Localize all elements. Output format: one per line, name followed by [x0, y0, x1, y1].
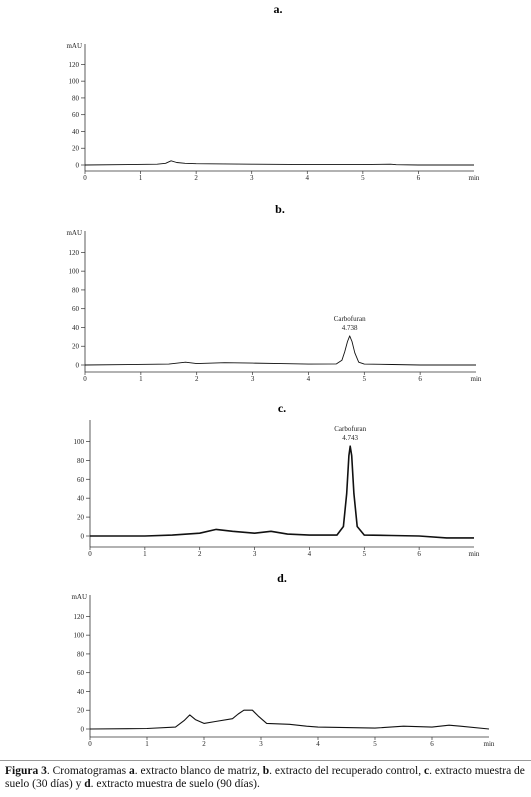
panel-2-x-tick-label-0: 0	[83, 375, 87, 383]
caption-text-4: . extracto muestra de suelo (30 días) y	[5, 765, 525, 790]
panel-4-y-tick-label-100: 100	[74, 632, 85, 640]
panel-4-y-tick-label-0: 0	[81, 726, 85, 734]
panel-2-y-tick-label-60: 60	[72, 305, 80, 313]
caption-text-1: . Cromatogramas	[46, 765, 129, 777]
panel-3-trace-1	[90, 445, 474, 539]
panel-4-x-tick-label-3: 3	[259, 740, 263, 748]
panel-3-x-tick-label-2: 2	[198, 550, 202, 558]
panel-2-x-tick-label-5: 5	[363, 375, 367, 383]
panel-1-x-tick-label-2: 2	[194, 174, 198, 182]
panel-2-y-tick-label-80: 80	[72, 286, 80, 294]
caption-figure-label: Figura 3	[5, 765, 47, 777]
panel-1-x-tick-label-0: 0	[83, 174, 87, 182]
panel-3-x-tick-label-6: 6	[417, 550, 421, 558]
caption-key-c: c	[424, 765, 430, 777]
panel-3-x-unit: min	[469, 550, 480, 558]
panel-4-y-tick-label-20: 20	[77, 707, 85, 715]
panel-1-y-tick-label-60: 60	[72, 111, 80, 119]
panel-2-peak-name-1: Carbofuran	[334, 315, 366, 323]
panel-4-x-tick-label-0: 0	[88, 740, 92, 748]
panel-2-x-tick-label-1: 1	[139, 375, 143, 383]
panel-3-y-tick-label-0: 0	[81, 533, 85, 541]
panel-2-x-tick-label-6: 6	[418, 375, 422, 383]
panel-2-x-unit: min	[471, 375, 482, 383]
panel-4-x-tick-label-1: 1	[145, 740, 149, 748]
panel-1-trace-1	[84, 160, 474, 166]
panel-1-y-tick-label-40: 40	[72, 128, 80, 136]
panel-2-y-tick-label-0: 0	[76, 362, 80, 370]
panel-1-y-tick-label-80: 80	[72, 94, 80, 102]
panel-3-y-tick-label-60: 60	[77, 476, 85, 484]
panel-4-y-tick-label-60: 60	[77, 669, 85, 677]
panel-2-y-tick-label-120: 120	[69, 249, 80, 257]
caption-key-a: a	[128, 765, 135, 777]
panel-2-y-tick-label-40: 40	[72, 324, 80, 332]
panel-2-peak-rt-1: 4.738	[342, 324, 358, 332]
panel-1-y-unit: mAU	[66, 42, 82, 50]
panel-3-y-tick-label-40: 40	[77, 495, 85, 503]
panel-1-y-tick-label-120: 120	[69, 61, 80, 69]
panel-4-title: d.	[277, 571, 287, 585]
caption-key-d: d	[84, 778, 91, 790]
caption-key-b: b	[262, 765, 270, 777]
panel-3-title: c.	[278, 401, 286, 415]
panel-2-trace-1	[84, 335, 476, 366]
panel-1-x-tick-label-4: 4	[306, 174, 310, 182]
panel-2-x-tick-label-4: 4	[307, 375, 311, 383]
panel-2-x-tick-label-2: 2	[195, 375, 199, 383]
panel-4-x-tick-label-2: 2	[202, 740, 206, 748]
panel-3-peak-name-1: Carbofuran	[334, 425, 366, 433]
panel-4-x-tick-label-6: 6	[430, 740, 434, 748]
panel-3-x-tick-label-5: 5	[363, 550, 367, 558]
panel-1-title: a.	[274, 2, 283, 16]
panel-1-x-tick-label-1: 1	[139, 174, 143, 182]
panel-1-y-tick-label-0: 0	[76, 162, 80, 170]
panel-3-y-tick-label-20: 20	[77, 514, 85, 522]
panel-3-y-tick-label-100: 100	[74, 438, 85, 446]
panel-1-y-tick-label-20: 20	[72, 145, 80, 153]
panel-4-x-unit: min	[484, 740, 495, 748]
panel-1-x-tick-label-6: 6	[417, 174, 421, 182]
panel-4-trace-1	[89, 709, 490, 730]
panel-4-y-tick-label-40: 40	[77, 688, 85, 696]
panel-2-y-tick-label-100: 100	[69, 268, 80, 276]
panel-3-x-tick-label-4: 4	[308, 550, 312, 558]
panel-4-x-tick-label-4: 4	[316, 740, 320, 748]
caption-text-5: . extracto muestra de suelo (90 días).	[90, 778, 260, 790]
panel-1-x-unit: min	[469, 174, 480, 182]
figure-caption: Figura 3. Cromatogramas a. extracto blan…	[5, 765, 527, 791]
panel-2-title: b.	[275, 202, 285, 216]
panel-2-y-unit: mAU	[66, 229, 82, 237]
caption-text-2: . extracto blanco de matriz,	[134, 765, 263, 777]
panel-1-x-tick-label-3: 3	[250, 174, 254, 182]
panel-1-y-tick-label-100: 100	[69, 78, 80, 86]
panel-2-y-tick-label-20: 20	[72, 343, 80, 351]
panel-3-peak-rt-1: 4.743	[342, 434, 358, 442]
panel-3-x-tick-label-3: 3	[253, 550, 257, 558]
panel-4-y-unit: mAU	[71, 593, 87, 601]
panel-4-x-tick-label-5: 5	[373, 740, 377, 748]
panel-4-y-tick-label-80: 80	[77, 650, 85, 658]
panel-3-y-tick-label-80: 80	[77, 457, 85, 465]
panel-4-y-tick-label-120: 120	[74, 613, 85, 621]
panel-3-x-tick-label-1: 1	[143, 550, 147, 558]
caption-text-3: . extracto del recuperado control,	[269, 765, 424, 777]
caption-divider	[0, 760, 531, 761]
panel-3-x-tick-label-0: 0	[88, 550, 92, 558]
panel-2-x-tick-label-3: 3	[251, 375, 255, 383]
panel-1-x-tick-label-5: 5	[361, 174, 365, 182]
